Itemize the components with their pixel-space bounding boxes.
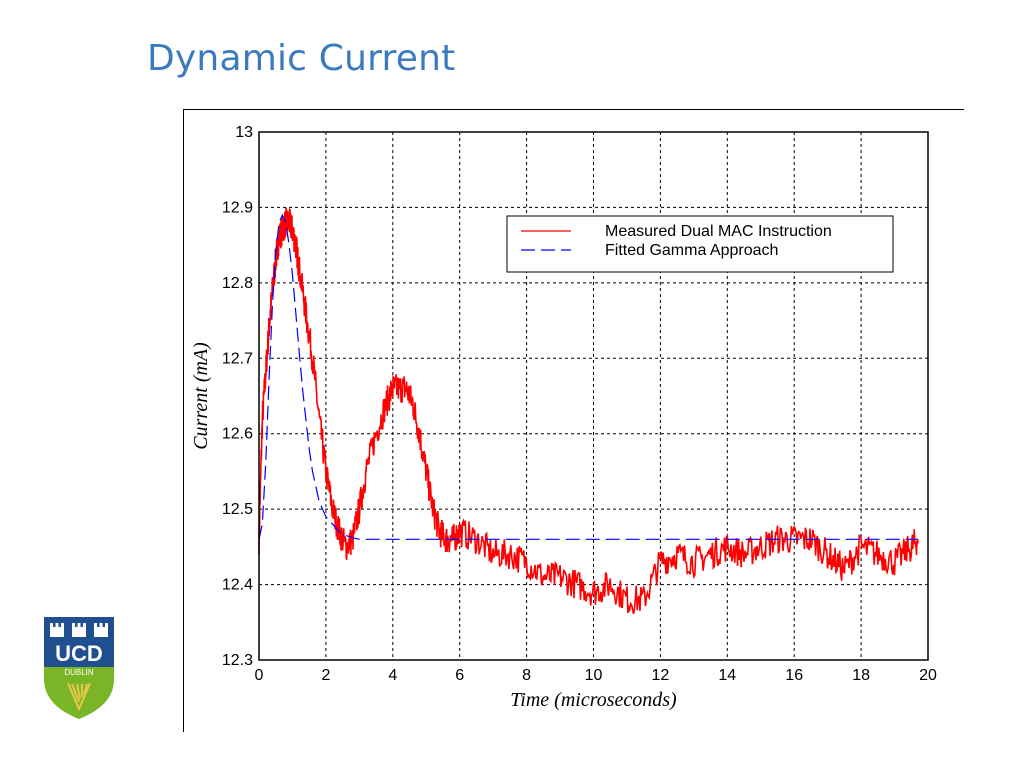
x-tick-label: 14 [718,667,736,684]
legend: Measured Dual MAC Instruction Fitted Gamm… [506,215,894,273]
x-tick-label: 8 [522,667,531,684]
ucd-logo: UCD DUBLIN [44,617,114,719]
y-tick-label: 12.4 [222,577,253,594]
x-tick-label: 6 [455,667,464,684]
y-tick-label: 13 [235,124,253,141]
x-tick-label: 4 [388,667,397,684]
x-tick-label: 16 [785,667,803,684]
legend-label: Fitted Gamma Approach [605,242,778,259]
slide-title: Dynamic Current [147,38,456,79]
x-tick-label: 20 [919,667,937,684]
line-chart: 0 2 4 6 8 10 12 14 16 18 20 12.3 12.4 12.5 12.6 12.7 12.… [190,124,937,711]
x-axis-label: Time (microseconds) [510,689,677,711]
y-axis-label: Current (mA) [190,342,212,450]
figure-left-border [183,109,184,732]
x-tick-label: 0 [255,667,264,684]
x-tick-label: 10 [585,667,603,684]
castles-icon [50,623,108,637]
x-tick-label: 2 [321,667,330,684]
x-tick-label: 12 [652,667,670,684]
logo-main-text: UCD [55,641,103,666]
legend-label: Measured Dual MAC Instruction [605,223,832,240]
y-tick-label: 12.7 [222,350,253,367]
series-layer [258,207,919,614]
y-tick-label: 12.6 [222,426,253,443]
series-line-1 [258,207,919,614]
y-tick-label: 12.5 [222,501,253,518]
x-tick-label: 18 [852,667,870,684]
plot-frame [258,131,929,661]
tick-labels: 0 2 4 6 8 10 12 14 16 18 20 12.3 12.4 12.5 12.6 12.7 12.… [222,124,937,684]
grid-lines [259,132,928,660]
y-tick-label: 12.3 [222,652,253,669]
logo-sub-text: DUBLIN [64,668,94,677]
title-divider [183,109,964,110]
series-line-2 [258,213,918,540]
legend-box [506,215,894,273]
y-tick-label: 12.9 [222,199,253,216]
y-tick-label: 12.8 [222,275,253,292]
harp-icon [67,682,91,712]
